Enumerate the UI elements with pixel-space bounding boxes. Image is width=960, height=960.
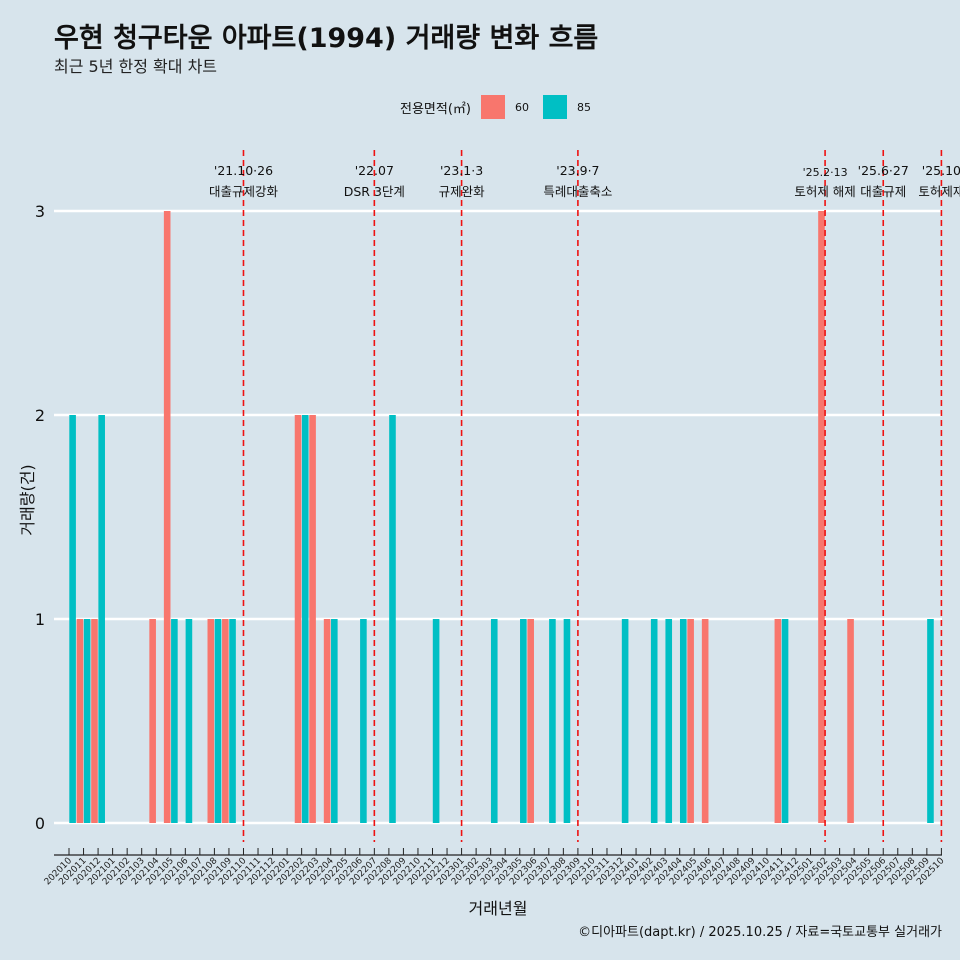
bar-60-202202 [295, 415, 302, 823]
bar-85-202411 [782, 619, 789, 823]
bar-85-202109 [229, 619, 236, 823]
source-caption: ©디아파트(dapt.kr) / 2025.10.25 / 자료=국토교통부 실… [578, 921, 942, 940]
bar-60-202109 [222, 619, 229, 823]
bar-85-202206 [360, 619, 367, 823]
bar-85-202402 [651, 619, 658, 823]
bar-85-202308 [564, 619, 571, 823]
bar-chart: 0 1 2 3 '21.10·26 대출규제강화 '22.07 DSR 3단계 '23.1·3 규… [0, 0, 960, 960]
event-name-label: DSR 3단계 [344, 184, 405, 199]
event-date-label: '23.9·7 [556, 163, 599, 178]
event-date-label: '25.2·13 [803, 166, 848, 179]
event-name-label: 규제완화 [439, 184, 486, 199]
bar-85-202012 [98, 415, 105, 823]
y-tick-label: 1 [35, 610, 45, 629]
event-date-label: '22.07 [355, 163, 394, 178]
x-axis-title: 거래년월 [469, 899, 528, 918]
bar-60-202011 [77, 619, 84, 823]
y-tick-label: 0 [35, 814, 45, 833]
event-date-label: '21.10·26 [214, 163, 273, 178]
bar-60-202306 [527, 619, 534, 823]
event-name-label: 대출규제 [860, 184, 906, 199]
bar-85-202303 [491, 619, 498, 823]
y-tick-label: 2 [35, 406, 45, 425]
bar-60-202204 [324, 619, 331, 823]
bar-60-202411 [775, 619, 782, 823]
y-axis-title: 거래량(건) [18, 464, 37, 535]
bar-60-202504 [847, 619, 854, 823]
bar-85-202307 [549, 619, 556, 823]
bar-85-202202 [302, 415, 309, 823]
bar-60-202108 [208, 619, 215, 823]
bar-60-202502 [818, 211, 825, 823]
bar-85-202305 [520, 619, 527, 823]
event-name-label: 토허제재 [918, 184, 960, 199]
y-tick-label: 3 [35, 202, 45, 221]
bar-85-202312 [622, 619, 629, 823]
bar-60-202105 [164, 211, 171, 823]
bar-85-202010 [69, 415, 76, 823]
bar-85-202509 [927, 619, 934, 823]
bar-85-202105 [171, 619, 178, 823]
bar-85-202204 [331, 619, 338, 823]
event-date-label: '25.6·27 [858, 163, 909, 178]
bar-85-202404 [680, 619, 687, 823]
bar-85-202011 [84, 619, 91, 823]
bar-60-202104 [149, 619, 156, 823]
bar-60-202012 [91, 619, 98, 823]
event-name-label: 특례대출축소 [543, 184, 612, 199]
bar-60-202406 [702, 619, 709, 823]
event-name-label: 토허제 해제 [794, 184, 855, 199]
bar-85-202211 [433, 619, 440, 823]
bar-60-202405 [687, 619, 694, 823]
event-date-label: '23.1·3 [440, 163, 483, 178]
event-date-label: '25.10 [922, 163, 960, 178]
bar-85-202403 [665, 619, 672, 823]
bar-60-202203 [309, 415, 316, 823]
event-name-label: 대출규제강화 [209, 184, 279, 199]
bar-85-202106 [186, 619, 193, 823]
bar-85-202208 [389, 415, 396, 823]
bar-85-202108 [215, 619, 222, 823]
